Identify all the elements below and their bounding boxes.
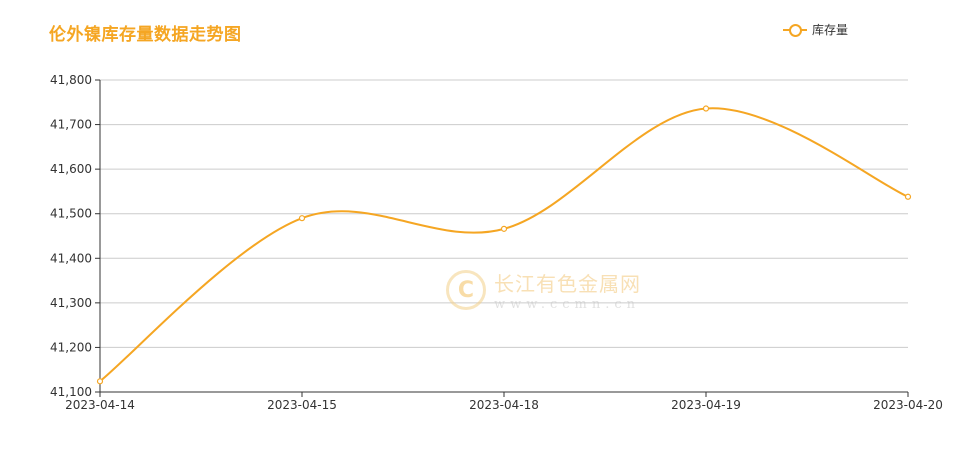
axes: 41,100 41,200 41,300 41,400 41,500 41,600 41,7… <box>50 73 943 412</box>
legend[interactable]: 库存量 <box>783 21 848 38</box>
legend-label: 库存量 <box>812 23 849 37</box>
y-tick-label: 41,500 <box>50 207 92 221</box>
y-tick-label: 41,800 <box>50 73 92 87</box>
y-tick-label: 41,100 <box>50 385 92 399</box>
chart-title: 伦外镍库存量数据走势图 <box>49 25 242 45</box>
grid-lines <box>100 79 908 348</box>
data-point <box>904 193 912 200</box>
y-tick-label: 41,200 <box>50 340 92 354</box>
x-tick-label: 2023-04-14 <box>65 398 135 412</box>
y-tick-label: 41,400 <box>50 251 92 265</box>
watermark-logo-icon: C <box>446 270 486 310</box>
x-tick-label: 2023-04-15 <box>267 398 337 412</box>
series-line <box>99 107 909 383</box>
data-point <box>702 105 710 112</box>
data-point <box>298 215 306 222</box>
x-tick-label: 2023-04-18 <box>469 398 539 412</box>
watermark-url: www.ccmn.cn <box>494 297 641 312</box>
data-point <box>500 225 508 232</box>
watermark: C 长江有色金属网 www.ccmn.cn <box>446 268 641 312</box>
series-layer <box>96 105 912 385</box>
data-point <box>96 378 104 385</box>
watermark-name: 长江有色金属网 <box>494 272 641 296</box>
y-tick-label: 41,600 <box>50 162 92 176</box>
y-tick-label: 41,700 <box>50 118 92 132</box>
x-tick-label: 2023-04-20 <box>873 398 943 412</box>
legend-line-marker-icon <box>783 23 807 37</box>
y-tick-label: 41,300 <box>50 296 92 310</box>
x-tick-label: 2023-04-19 <box>671 398 741 412</box>
